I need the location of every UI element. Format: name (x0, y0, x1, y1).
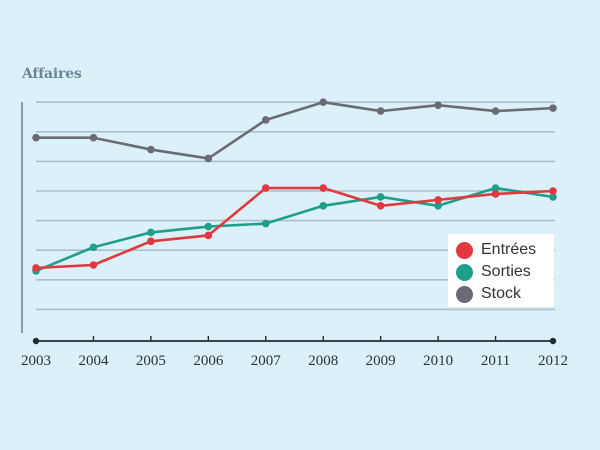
data-point-sorties (147, 228, 155, 237)
data-point-entrees (147, 237, 155, 246)
x-axis-end-dot (549, 337, 557, 345)
x-axis-start-dot (32, 337, 40, 345)
x-tick-label: 2005 (136, 353, 166, 369)
series-line-stock (36, 100, 554, 160)
series-line-entrees (35, 186, 554, 270)
x-tick-label: 2006 (193, 353, 224, 369)
data-point-entrees (319, 184, 328, 192)
data-point-entrees (204, 231, 213, 240)
x-tick-label: 2008 (308, 353, 338, 369)
data-point-sorties (376, 193, 385, 201)
legend-item-entrees: Entrées (456, 239, 554, 261)
data-point-stock (376, 107, 385, 115)
data-point-stock (434, 101, 442, 109)
x-tick-label: 2011 (481, 353, 510, 369)
data-point-sorties (491, 184, 500, 192)
data-point-sorties (261, 219, 270, 228)
data-point-stock (89, 133, 98, 142)
x-tick-label: 2003 (21, 353, 51, 369)
data-point-entrees (434, 196, 442, 204)
chart-title: Affaires (22, 66, 82, 82)
legend-label: Stock (481, 285, 522, 302)
x-axis-group: 2003 2004 2005 2006 2007 2008 2009 2010 2011 2012 (21, 336, 568, 369)
legend-item-stock: Stock (456, 283, 554, 305)
legend-label: Sorties (481, 263, 531, 280)
x-tick-label: 2012 (538, 353, 568, 369)
series-entrees (32, 184, 557, 272)
data-point-sorties (89, 243, 98, 252)
series-stock (32, 98, 557, 163)
data-point-stock (147, 145, 155, 154)
legend-swatch-entrees (456, 241, 473, 259)
data-point-stock (549, 104, 557, 112)
x-tick-label: 2009 (366, 353, 396, 369)
data-point-entrees (549, 187, 557, 195)
data-point-stock (319, 98, 328, 106)
x-tick-label: 2007 (251, 353, 282, 369)
data-point-entrees (376, 202, 385, 210)
data-point-stock (204, 154, 213, 163)
data-point-entrees (261, 184, 270, 192)
data-point-entrees (89, 261, 98, 269)
legend: Entrées Sorties Stock (448, 234, 554, 307)
data-point-sorties (204, 222, 213, 231)
data-point-sorties (549, 193, 557, 201)
legend-swatch-stock (456, 285, 473, 303)
data-point-stock (491, 107, 500, 115)
legend-swatch-sorties (456, 263, 473, 281)
series-group (32, 98, 557, 275)
data-point-entrees (32, 264, 40, 272)
data-point-entrees (491, 190, 500, 198)
data-point-stock (32, 133, 40, 142)
data-point-sorties (434, 202, 442, 210)
x-tick-label: 2010 (423, 353, 453, 369)
data-point-sorties (319, 202, 328, 210)
legend-item-sorties: Sorties (456, 261, 554, 283)
x-tick-label: 2004 (78, 353, 109, 369)
data-point-stock (261, 116, 270, 124)
legend-label: Entrées (481, 241, 537, 258)
